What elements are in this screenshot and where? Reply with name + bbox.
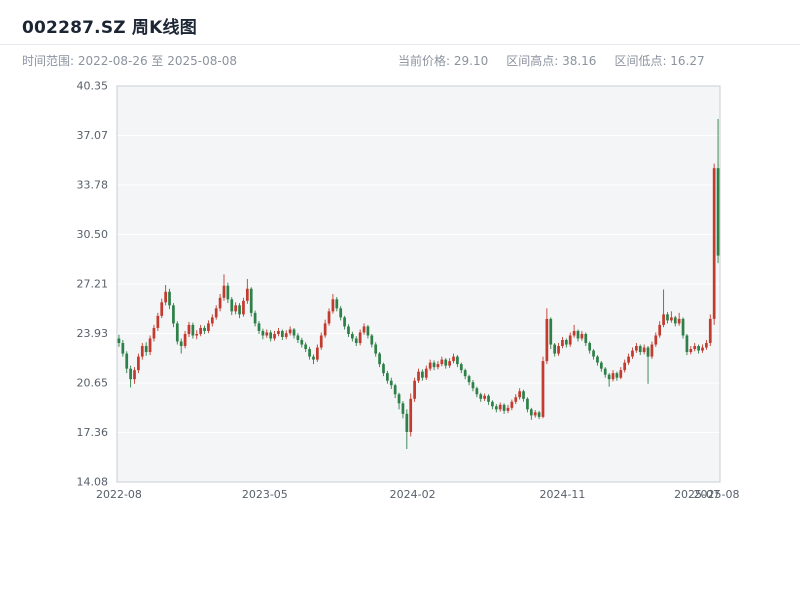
range-low-label: 区间低点: 16.27 [614,54,705,68]
svg-text:2022-08: 2022-08 [96,488,142,501]
svg-text:2024-11: 2024-11 [539,488,585,501]
svg-text:40.35: 40.35 [77,80,109,93]
y-axis-labels: 40.35 37.07 33.78 30.50 27.21 23.93 20.65 17.36… [77,80,109,489]
svg-text:14.08: 14.08 [77,476,109,489]
range-high-label: 区间高点: 38.16 [506,54,597,68]
svg-text:37.07: 37.07 [77,129,109,142]
current-price-label: 当前价格: 29.10 [398,54,489,68]
plot-border [116,85,721,483]
svg-text:2023-05: 2023-05 [242,488,288,501]
svg-text:2025-07: 2025-07 [674,488,720,501]
svg-text:33.78: 33.78 [77,179,109,192]
svg-text:17.36: 17.36 [77,426,109,439]
svg-text:23.93: 23.93 [77,327,109,340]
time-range-label: 时间范围: 2022-08-26 至 2025-08-08 [22,54,237,68]
price-summary: 当前价格: 29.10 区间高点: 38.16 区间低点: 16.27 [398,52,705,69]
svg-text:2025-08: 2025-08 [694,488,740,501]
page-title: 002287.SZ 周K线图 [22,18,197,38]
header-divider [0,44,800,45]
svg-text:27.21: 27.21 [77,278,109,291]
x-axis-labels: 2022-08 2023-05 2024-02 2024-11 2025-072025-… [96,488,740,501]
candles [117,119,720,449]
svg-text:2024-02: 2024-02 [390,488,436,501]
svg-text:20.65: 20.65 [77,376,109,389]
svg-text:30.50: 30.50 [77,228,109,241]
